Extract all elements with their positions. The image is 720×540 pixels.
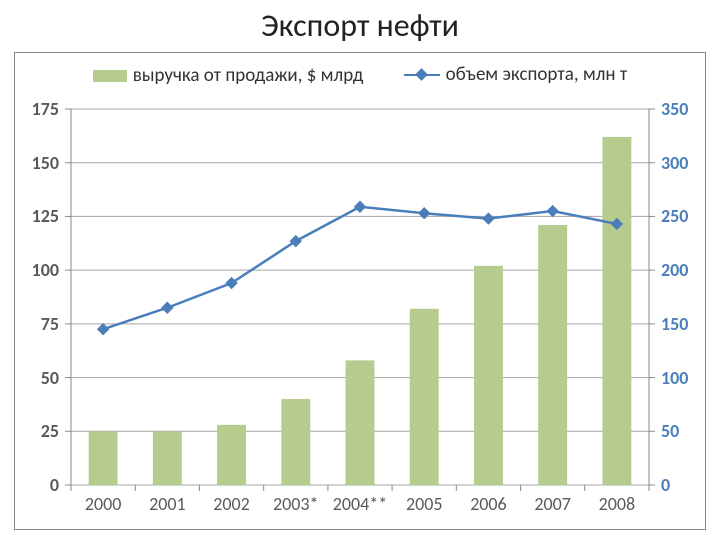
x-tick-label: 2001 <box>135 493 199 515</box>
y-right-tick-label: 50 <box>661 420 679 442</box>
legend-line-label: объем экспорта, млн т <box>446 63 628 86</box>
x-tick-label: 2005 <box>392 493 456 515</box>
y-left-tick-label: 175 <box>32 98 59 120</box>
y-left-tick-label: 150 <box>32 152 59 174</box>
chart-svg <box>71 109 649 485</box>
y-left-tick-label: 25 <box>41 420 59 442</box>
line-swatch-icon <box>404 68 440 82</box>
y-left-tick-label: 125 <box>32 205 59 227</box>
chart-title: Экспорт нефти <box>0 6 720 45</box>
x-tick-label: 2003* <box>264 493 328 515</box>
y-left-tick-label: 100 <box>32 259 59 281</box>
y-left-tick-label: 75 <box>41 313 59 335</box>
x-tick-label: 2007 <box>521 493 585 515</box>
y-left-tick-label: 0 <box>50 474 59 496</box>
legend-bar-label: выручка от продажи, $ млрд <box>133 64 364 87</box>
x-tick-label: 2008 <box>585 493 649 515</box>
y-right-tick-label: 350 <box>661 98 688 120</box>
y-right-tick-label: 250 <box>661 205 688 227</box>
x-tick-label: 2004** <box>328 493 392 515</box>
plot-area: 0255075100125150175050100150200250300350… <box>71 109 649 485</box>
x-tick-label: 2000 <box>71 493 135 515</box>
legend: выручка от продажи, $ млрд объем экспорт… <box>15 63 705 88</box>
y-right-tick-label: 100 <box>661 367 688 389</box>
y-right-tick-label: 150 <box>661 313 688 335</box>
legend-item-line: объем экспорта, млн т <box>404 63 628 86</box>
chart-frame: выручка от продажи, $ млрд объем экспорт… <box>14 52 706 530</box>
y-right-tick-label: 300 <box>661 152 688 174</box>
slide: Экспорт нефти выручка от продажи, $ млрд… <box>0 0 720 540</box>
y-right-tick-label: 0 <box>661 474 670 496</box>
y-left-tick-label: 50 <box>41 367 59 389</box>
legend-item-bars: выручка от продажи, $ млрд <box>93 64 364 87</box>
x-tick-label: 2006 <box>456 493 520 515</box>
x-tick-label: 2002 <box>200 493 264 515</box>
bar-swatch-icon <box>93 70 127 82</box>
y-right-tick-label: 200 <box>661 259 688 281</box>
